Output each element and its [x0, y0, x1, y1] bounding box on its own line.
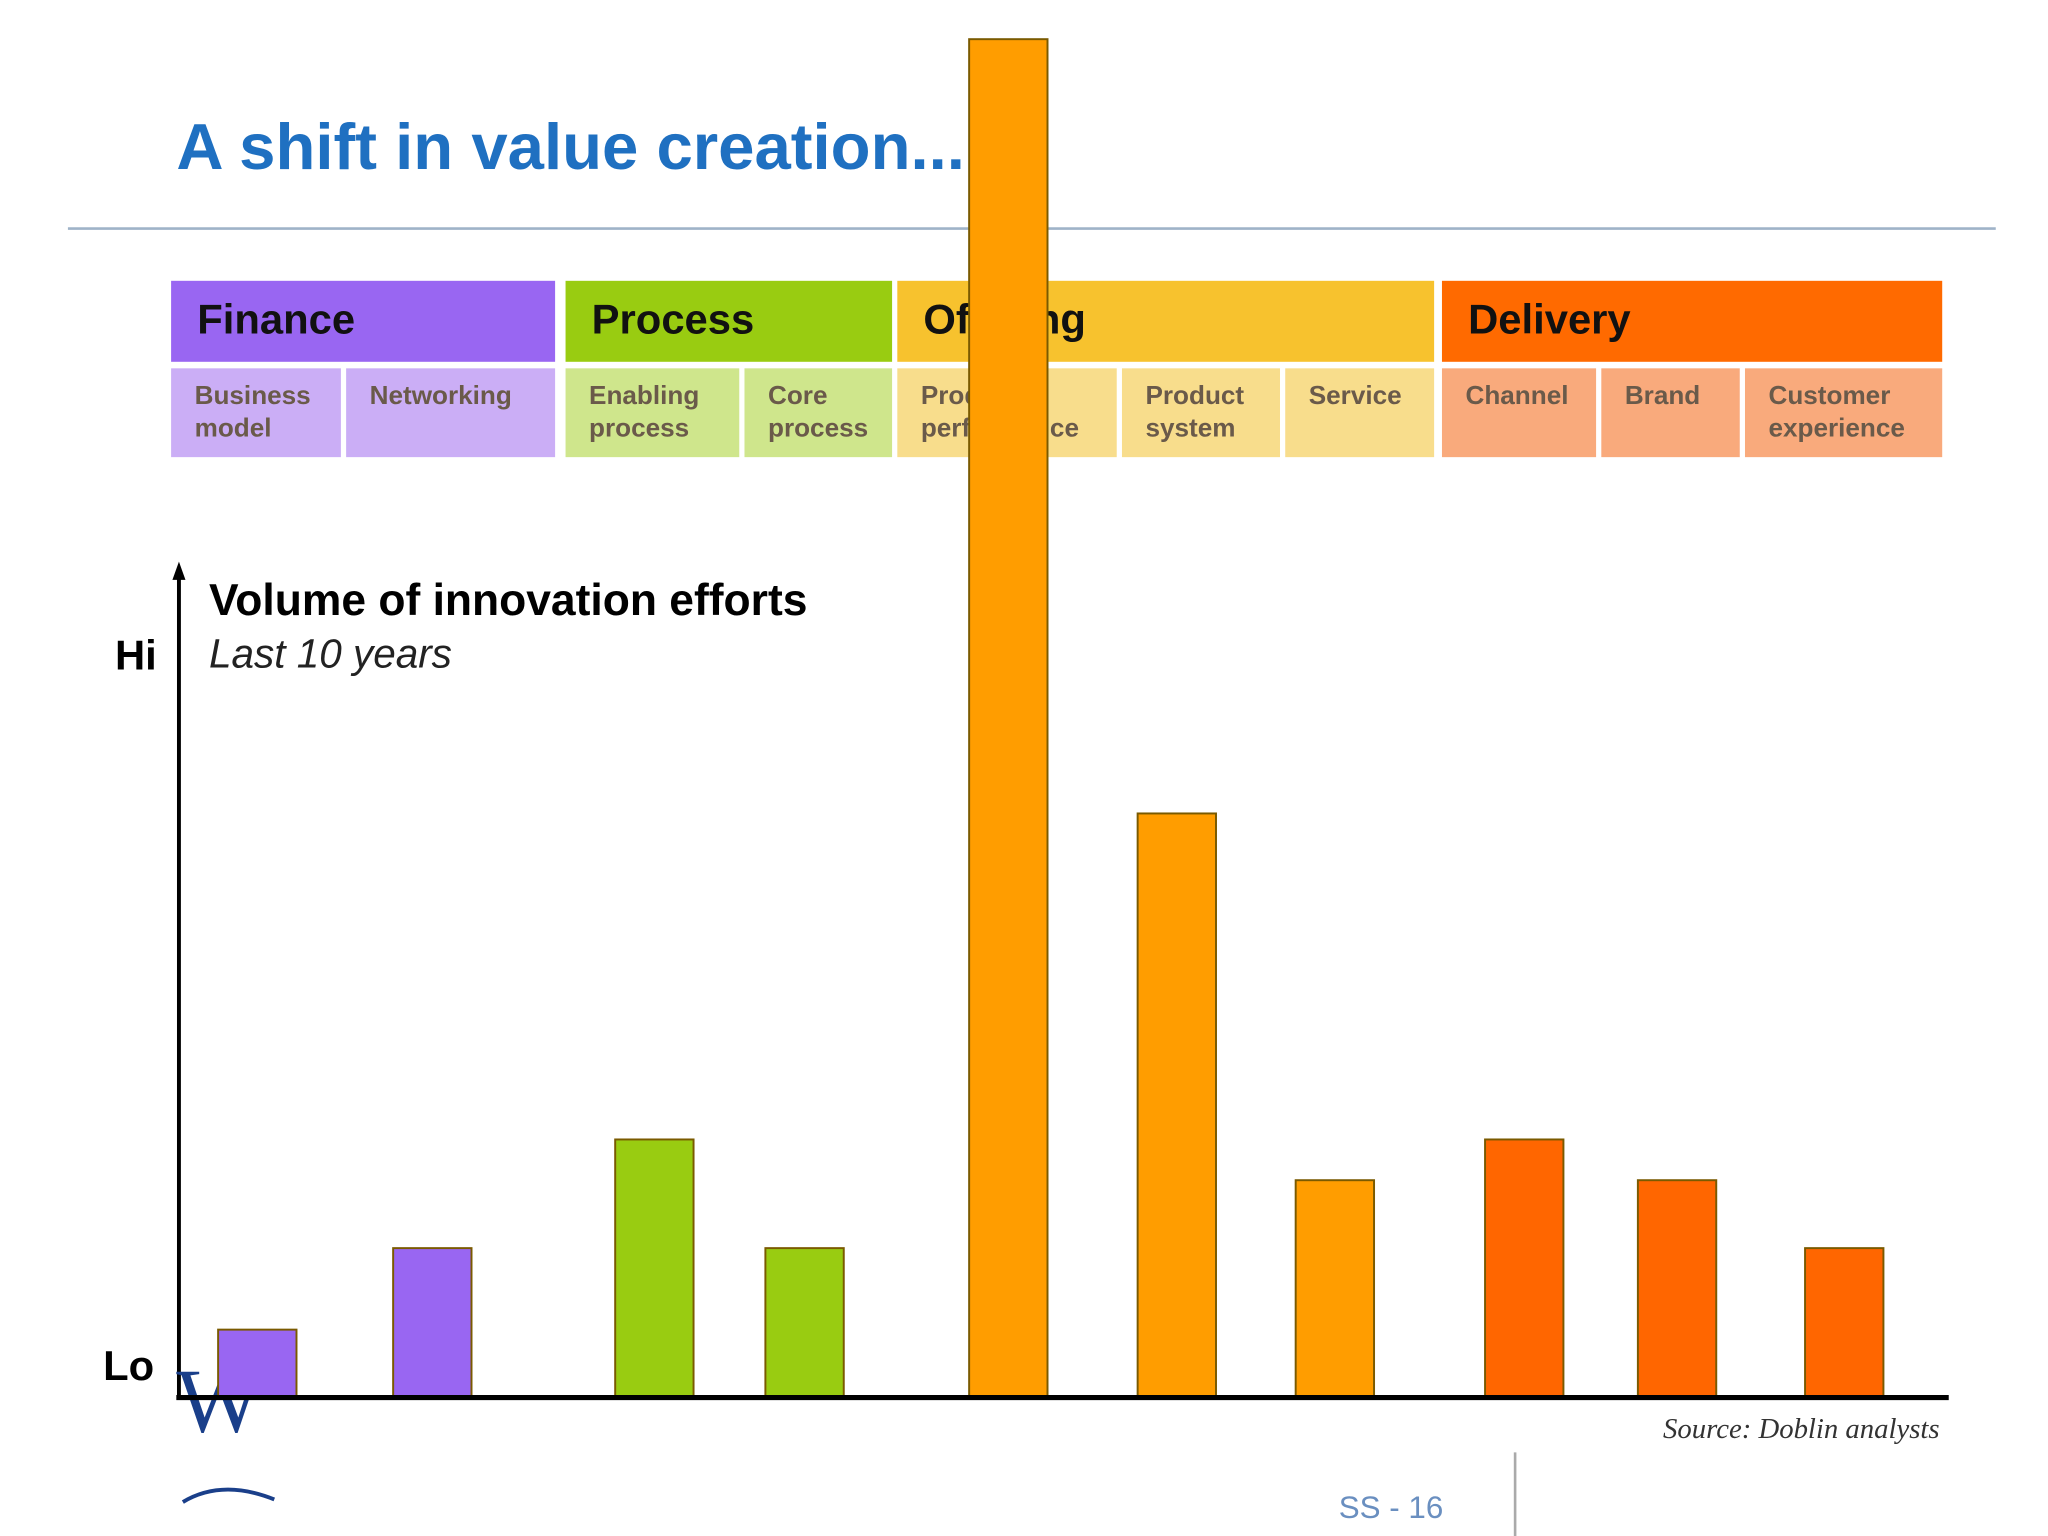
category-label: Networking	[370, 380, 512, 410]
category-box	[565, 368, 740, 458]
bar	[392, 1247, 473, 1399]
bar	[217, 1328, 298, 1399]
group-header	[1441, 280, 1943, 362]
group-header-label: Finance	[197, 296, 355, 343]
group-header	[565, 280, 893, 362]
bar	[968, 38, 1049, 1399]
chart-period: Last 10 years	[209, 631, 452, 677]
category-label: Enabling process	[589, 380, 699, 443]
lo-label: Lo	[103, 1342, 154, 1389]
slide-title: A shift in value creation...	[176, 110, 965, 183]
category-box	[1744, 368, 1943, 458]
page-number: SS - 16	[1339, 1490, 1443, 1525]
bar	[1804, 1247, 1885, 1399]
bar	[1636, 1179, 1718, 1399]
category-box	[346, 368, 556, 458]
bar	[764, 1247, 845, 1399]
source-note: Source: Doblin analysts	[1663, 1413, 1940, 1445]
group-header	[171, 280, 556, 362]
category-label: Service	[1309, 380, 1402, 410]
category-box	[1285, 368, 1435, 458]
hi-label: Hi	[115, 631, 157, 678]
bar	[1136, 812, 1217, 1399]
bar	[1294, 1179, 1376, 1399]
category-label: Brand	[1625, 380, 1700, 410]
group-header-label: Delivery	[1468, 296, 1631, 343]
group-header-label: Process	[592, 296, 755, 343]
category-label: Product system	[1145, 380, 1244, 443]
category-box	[744, 368, 893, 458]
y-axis-arrow	[172, 561, 186, 580]
logo-swoosh	[181, 1487, 276, 1504]
category-label: Customer experience	[1768, 380, 1904, 443]
bar	[614, 1138, 695, 1399]
category-label: Core process	[768, 380, 868, 443]
category-box	[1121, 368, 1280, 458]
chart-subtitle: Volume of innovation efforts	[209, 576, 807, 625]
bar	[1484, 1138, 1565, 1399]
category-box	[171, 368, 341, 458]
category-box	[1441, 368, 1597, 458]
category-label: Channel	[1465, 380, 1568, 410]
category-box	[1601, 368, 1740, 458]
category-label: Business model	[195, 380, 311, 443]
